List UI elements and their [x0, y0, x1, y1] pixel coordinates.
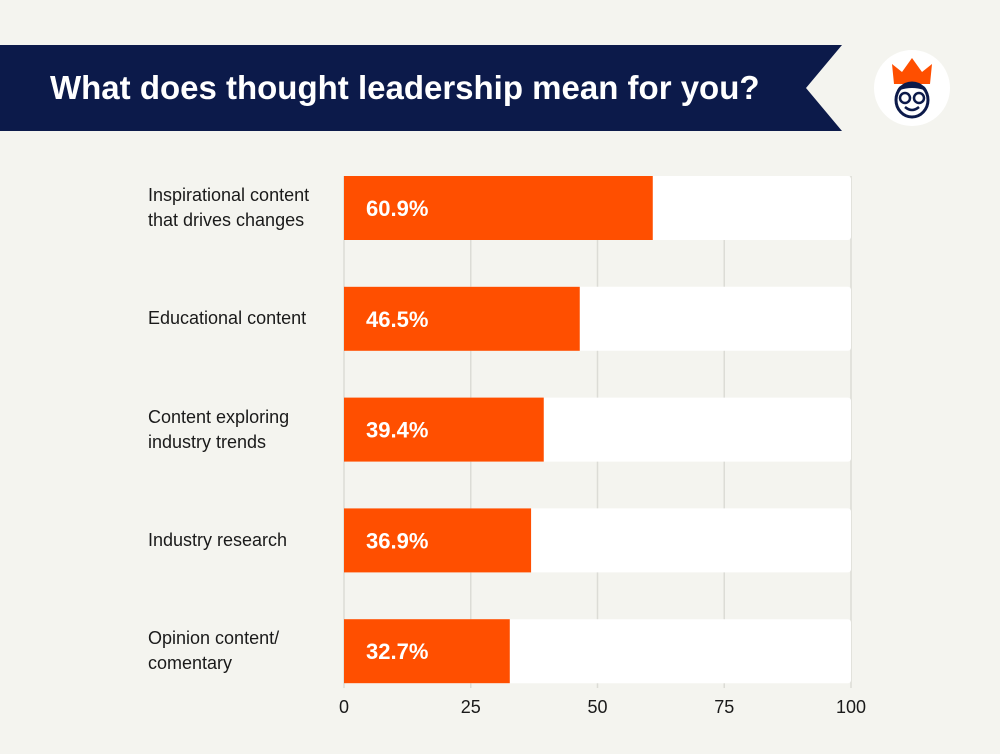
- x-tick-label: 75: [714, 697, 734, 717]
- category-label-line: Inspirational content: [148, 185, 310, 205]
- data-label: 46.5%: [366, 307, 428, 332]
- category-label-line: Educational content: [148, 308, 307, 329]
- category-label-line: Industry research: [148, 529, 288, 550]
- bar: [344, 508, 532, 573]
- x-tick-label: 100: [836, 697, 866, 717]
- data-label: 36.9%: [366, 528, 428, 553]
- bar: [344, 176, 653, 240]
- data-label: 60.9%: [366, 196, 428, 221]
- x-tick-label: 50: [587, 697, 607, 717]
- data-label: 32.7%: [366, 639, 428, 664]
- category-label-line: Opinion content/: [148, 628, 280, 649]
- crowned-face-logo-icon: [874, 50, 950, 126]
- category-label-line: Content exploring: [148, 406, 290, 427]
- page-title: What does thought leadership mean for yo…: [50, 69, 760, 106]
- category-label: Inspirational content that drives changes: [148, 183, 338, 233]
- category-label: Industry research: [148, 528, 338, 553]
- category-label: Content exploring industry trends: [148, 405, 338, 455]
- data-label: 39.4%: [366, 418, 428, 443]
- category-label-line: comentary: [148, 653, 233, 674]
- category-label: Educational content: [148, 306, 338, 331]
- category-label: Opinion content/comentary: [148, 626, 338, 676]
- x-tick-label: 0: [339, 697, 349, 717]
- title-banner: [0, 45, 842, 131]
- category-label-line: industry trends: [148, 431, 267, 452]
- bar: [344, 619, 510, 684]
- bar: [344, 286, 580, 351]
- bar: [344, 397, 544, 462]
- x-tick-label: 25: [461, 697, 481, 717]
- category-label-line: that drives changes: [148, 210, 305, 230]
